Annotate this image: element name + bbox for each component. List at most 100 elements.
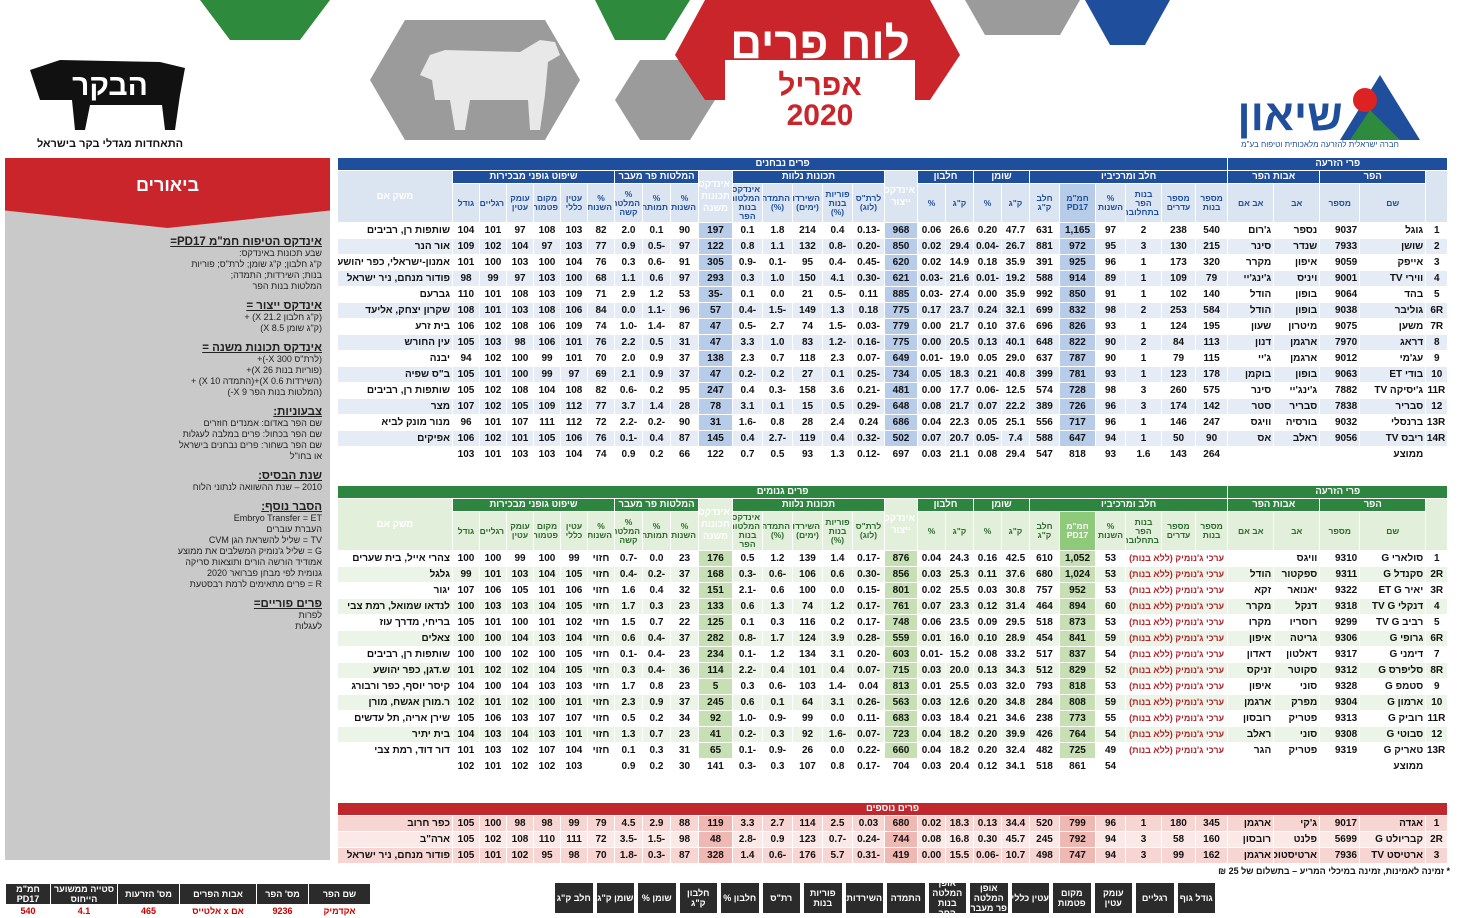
cell: 122: [698, 446, 733, 463]
cell: 96: [1095, 815, 1126, 832]
cell: 5: [1425, 286, 1449, 303]
column-header: משק אם: [337, 170, 453, 223]
column-header: % השנות: [1095, 511, 1126, 551]
cell: חזוי: [587, 582, 615, 599]
cell: 91: [670, 254, 699, 271]
cell: 19.2: [1001, 270, 1030, 287]
cell: 588: [1029, 270, 1060, 287]
cell: 100: [452, 630, 480, 647]
cell: 87: [670, 318, 699, 335]
cell: 29.5: [1001, 614, 1030, 631]
cell: 829: [1059, 662, 1096, 679]
column-header: מספר: [1319, 511, 1361, 551]
cell: 1.3: [822, 446, 853, 463]
cell: 18.3: [945, 366, 974, 383]
cell: 1.6: [1125, 446, 1162, 463]
column-header: %: [917, 511, 946, 551]
cell: 320: [1194, 254, 1229, 271]
cell: 0.10: [973, 318, 1002, 335]
example-values: 540 4.1 465 אלטייס x אם 9236 אקדמיק: [5, 904, 371, 918]
example-label: אבות הפרים: [179, 883, 257, 905]
cell: ג'רום: [1227, 222, 1275, 239]
data-row: בריחי, מדרך עוז 105 101 100 101 102 חזוי 1.5 0.7…: [337, 614, 1449, 631]
cell: -0.01: [917, 350, 946, 367]
cell: 100: [479, 630, 507, 647]
cell: 108: [506, 382, 534, 399]
cell: -0.17: [852, 598, 885, 615]
column-header: % תמותה: [642, 183, 671, 223]
cell: 704: [884, 758, 918, 775]
cell: 103: [479, 726, 507, 743]
cell: 101: [533, 614, 561, 631]
cell: 101: [533, 582, 561, 599]
cell: 103: [560, 238, 588, 255]
cell: 850: [884, 238, 918, 255]
cell: 7R: [1425, 318, 1449, 335]
cell: 0.6: [732, 694, 763, 711]
cell: 104: [560, 630, 588, 647]
data-row: שירן אריה, תל עדשים 105 106 103 107 107 חזוי 0.…: [337, 710, 1449, 727]
cell: 47.7: [1001, 222, 1030, 239]
cell: 103: [479, 598, 507, 615]
cell: 773: [1059, 710, 1096, 727]
title: לוח פרים: [730, 19, 910, 68]
cell: ריבס TV: [1359, 430, 1427, 447]
sidebar-line: שבע תכונות באינדקס:: [239, 248, 322, 258]
cell: -1.2: [822, 334, 853, 351]
cell: 31: [670, 334, 699, 351]
cell: 0.4: [822, 222, 853, 239]
legend-label: רת"ס: [762, 883, 800, 913]
cell: 106: [452, 430, 480, 447]
legend-label: % שומן: [638, 883, 676, 913]
cell: 247: [1194, 414, 1229, 431]
table-title: פרים גנומים: [336, 485, 1229, 499]
cell: 7838: [1319, 398, 1361, 415]
cell: -0.17: [852, 550, 885, 567]
cell: 4: [1425, 270, 1449, 287]
cell: 648: [884, 398, 918, 415]
cell: 108: [533, 222, 561, 239]
example-label: מס' הפר: [256, 883, 309, 905]
cell: 0.7: [762, 350, 793, 367]
cell: 30.8: [1001, 582, 1030, 599]
cell: 715: [884, 662, 918, 679]
example-value: 540: [5, 904, 51, 918]
cell: 95: [1095, 238, 1126, 255]
cell: -0.12: [852, 446, 885, 463]
header-row: משק אם שיפוט גופני מבכירות המלטות פר מעבר א…: [337, 170, 1449, 223]
cell: 512: [1029, 662, 1060, 679]
cell: 894: [1059, 598, 1096, 615]
cell: -0.03: [917, 270, 946, 287]
cell: סקוטר: [1273, 662, 1321, 679]
cell: -0.2: [732, 726, 763, 743]
cell: 34.6: [1001, 710, 1030, 727]
sidebar: ביאורים אינדקס הטיפוח חמ"מ PD17= שבע תכונ…: [5, 158, 330, 860]
cell: 1: [1125, 270, 1162, 287]
cell: -0.06: [973, 382, 1002, 399]
cell: 101: [560, 694, 588, 711]
cell: 123: [1161, 366, 1196, 383]
cell: שעון: [1227, 318, 1275, 335]
cell: 540: [1194, 222, 1229, 239]
example-value: 465: [117, 904, 180, 918]
cell: 90: [1095, 350, 1126, 367]
cell: 1.0: [762, 334, 793, 351]
cell: רובסון: [1227, 710, 1275, 727]
cell: 103: [479, 742, 507, 759]
cell: 40.1: [1001, 334, 1030, 351]
cell: ארמון G: [1359, 694, 1427, 711]
cell: 1.2: [762, 550, 793, 567]
cell: 0.04: [917, 550, 946, 567]
column-header: השירדות (ימים): [792, 183, 823, 223]
data-row: ש.דגן, כפר יהושע 101 102 102 104 105 חזוי 0.3 -0…: [337, 662, 1449, 679]
cell: 22: [670, 614, 699, 631]
cell: אייפק: [1359, 254, 1427, 271]
column-header: % המלטה קשה: [614, 511, 643, 551]
cell: 0.03: [852, 815, 885, 832]
cell: 3.1: [732, 398, 763, 415]
cell: 728: [1059, 382, 1096, 399]
cell: 100: [533, 646, 561, 663]
cell: 0.7: [732, 446, 763, 463]
cell: 99: [479, 270, 507, 287]
sidebar-heading: הסבר נוסף:: [261, 501, 322, 513]
